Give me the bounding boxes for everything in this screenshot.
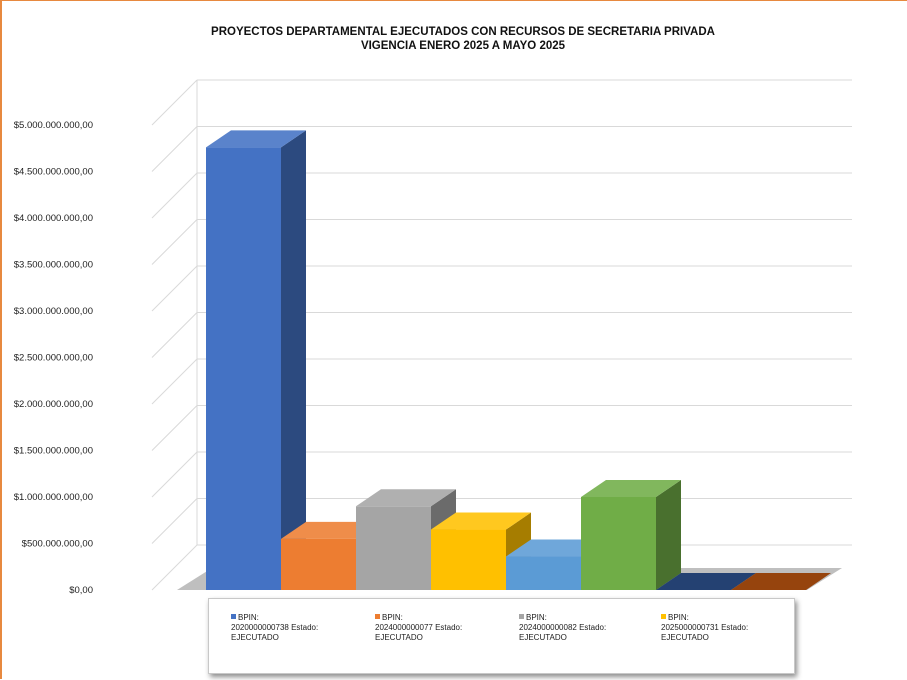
bar-side <box>281 130 306 590</box>
legend-item: BPIN: 2020000000738 Estado: EJECUTADO <box>231 613 371 643</box>
gridline <box>151 312 852 358</box>
bar-front <box>281 538 356 590</box>
legend-label-line2: 2024000000077 Estado: <box>375 623 463 632</box>
chart-title-line-2: VIGENCIA ENERO 2025 A MAYO 2025 <box>361 40 566 52</box>
legend-swatch <box>231 614 236 619</box>
y-tick-label: $2.500.000.000,00 <box>14 353 93 364</box>
y-tick-label: $4.000.000.000,00 <box>14 213 93 224</box>
y-tick-label: $3.000.000.000,00 <box>14 306 93 317</box>
bars <box>206 130 831 590</box>
y-tick-label: $0,00 <box>69 585 93 596</box>
legend-label-line2: 2025000000731 Estado: <box>661 623 749 632</box>
legend-item: BPIN: 2025000000731 Estado: EJECUTADO <box>661 613 801 643</box>
bar-top <box>431 512 531 530</box>
legend-swatch <box>519 614 524 619</box>
y-tick-label: $2.000.000.000,00 <box>14 399 93 410</box>
gridline <box>151 265 852 312</box>
y-tick-label: $1.500.000.000,00 <box>14 446 93 457</box>
gridline <box>151 219 852 265</box>
bar-front <box>356 506 431 590</box>
y-tick-label: $5.000.000.000,00 <box>14 120 93 131</box>
gridline <box>151 405 852 451</box>
legend-label-line3: EJECUTADO <box>519 633 567 642</box>
legend-label-line3: EJECUTADO <box>661 633 709 642</box>
bar <box>656 573 756 590</box>
legend-label-line1: BPIN: <box>238 613 259 622</box>
gridline <box>151 498 852 544</box>
bar <box>731 573 831 590</box>
legend-item: BPIN: 2024000000077 Estado: EJECUTADO <box>375 613 515 643</box>
gridline <box>151 451 852 498</box>
chart-legend: BPIN: 2020000000738 Estado: EJECUTADO BP… <box>208 598 795 674</box>
bar-top <box>581 480 681 497</box>
y-tick-label: $1.000.000.000,00 <box>14 492 93 503</box>
bar-top <box>656 573 756 590</box>
bar-top <box>206 130 306 148</box>
bar-front <box>431 529 506 590</box>
y-tick-label: $4.500.000.000,00 <box>14 167 93 178</box>
gridline <box>151 358 852 405</box>
bar <box>581 480 681 590</box>
legend-label-line1: BPIN: <box>668 613 689 622</box>
gridline <box>151 126 852 172</box>
bar-front <box>206 147 281 590</box>
legend-label-line2: 2020000000738 Estado: <box>231 623 319 632</box>
legend-label-line1: BPIN: <box>382 613 403 622</box>
legend-item: BPIN: 2024000000082 Estado: EJECUTADO <box>519 613 659 643</box>
bar-top <box>731 573 831 590</box>
legend-swatch <box>375 614 380 619</box>
bar-front <box>581 497 656 590</box>
bar-side <box>656 480 681 590</box>
bar-top <box>356 489 456 507</box>
chart-title: PROYECTOS DEPARTAMENTAL EJECUTADOS CON R… <box>211 26 715 52</box>
bar-front <box>506 556 581 590</box>
legend-swatch <box>661 614 666 619</box>
legend-label-line3: EJECUTADO <box>375 633 423 642</box>
chart-title-line-1: PROYECTOS DEPARTAMENTAL EJECUTADOS CON R… <box>211 26 715 38</box>
legend-label-line3: EJECUTADO <box>231 633 279 642</box>
bar <box>206 130 306 590</box>
gridline <box>151 172 852 219</box>
legend-label-line1: BPIN: <box>526 613 547 622</box>
gridline <box>151 79 852 126</box>
y-tick-label: $500.000.000,00 <box>22 539 93 550</box>
legend-label-line2: 2024000000082 Estado: <box>519 623 607 632</box>
y-axis-ticks: $0,00 $500.000.000,00 $1.000.000.000,00 $1.… <box>14 120 93 596</box>
y-tick-label: $3.500.000.000,00 <box>14 260 93 271</box>
grid-lines <box>151 79 852 591</box>
